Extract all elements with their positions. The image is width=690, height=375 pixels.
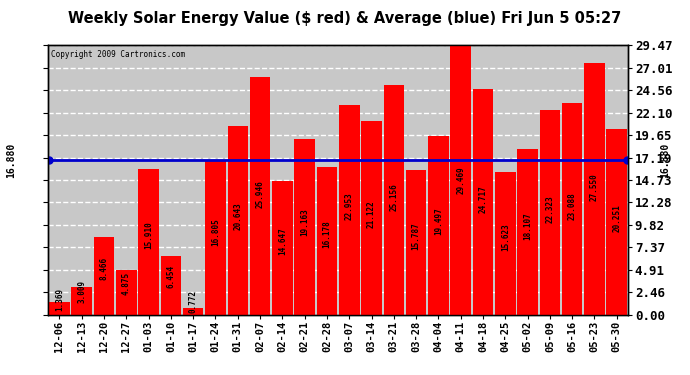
Bar: [607, 129, 627, 315]
Bar: [295, 140, 315, 315]
Text: Weekly Solar Energy Value ($ red) & Average (blue) Fri Jun 5 05:27: Weekly Solar Energy Value ($ red) & Aver…: [68, 11, 622, 26]
Bar: [428, 136, 448, 315]
Bar: [518, 149, 538, 315]
Bar: [228, 126, 248, 315]
Bar: [272, 181, 293, 315]
Text: 20.251: 20.251: [612, 204, 621, 231]
Text: 25.156: 25.156: [389, 183, 398, 211]
Text: 22.953: 22.953: [345, 193, 354, 220]
Text: Copyright 2009 Cartronics.com: Copyright 2009 Cartronics.com: [51, 50, 186, 59]
Bar: [161, 256, 181, 315]
Text: 21.122: 21.122: [367, 200, 376, 228]
Text: 20.643: 20.643: [233, 202, 242, 230]
Bar: [362, 122, 382, 315]
Bar: [584, 63, 604, 315]
Text: 15.787: 15.787: [412, 222, 421, 250]
Text: 4.875: 4.875: [122, 272, 131, 295]
Bar: [183, 308, 204, 315]
Text: 19.497: 19.497: [434, 207, 443, 235]
Bar: [317, 167, 337, 315]
Bar: [473, 88, 493, 315]
Text: 16.880: 16.880: [660, 143, 671, 178]
Bar: [72, 287, 92, 315]
Text: 16.880: 16.880: [6, 143, 16, 178]
Bar: [250, 77, 270, 315]
Text: 15.910: 15.910: [144, 222, 153, 249]
Bar: [384, 84, 404, 315]
Text: 6.454: 6.454: [166, 265, 175, 288]
Text: 23.088: 23.088: [568, 192, 577, 220]
Text: 1.369: 1.369: [55, 288, 64, 311]
Text: 24.717: 24.717: [478, 185, 488, 213]
Bar: [451, 45, 471, 315]
Text: 22.323: 22.323: [545, 195, 554, 223]
Text: 14.647: 14.647: [278, 227, 287, 255]
Text: 25.946: 25.946: [255, 180, 264, 208]
Text: 3.009: 3.009: [77, 279, 86, 303]
Bar: [94, 237, 115, 315]
Text: 18.107: 18.107: [523, 213, 532, 240]
Text: 15.623: 15.623: [501, 223, 510, 251]
Bar: [339, 105, 359, 315]
Bar: [49, 303, 70, 315]
Text: 29.469: 29.469: [456, 166, 465, 194]
Bar: [116, 270, 137, 315]
Text: 27.550: 27.550: [590, 174, 599, 201]
Bar: [562, 104, 582, 315]
Bar: [495, 172, 515, 315]
Bar: [205, 161, 226, 315]
Text: 8.466: 8.466: [99, 257, 108, 280]
Bar: [540, 111, 560, 315]
Text: 0.772: 0.772: [188, 290, 198, 313]
Text: 16.178: 16.178: [322, 220, 331, 248]
Bar: [139, 169, 159, 315]
Text: 16.805: 16.805: [211, 218, 220, 246]
Bar: [406, 170, 426, 315]
Text: 19.163: 19.163: [300, 208, 309, 236]
